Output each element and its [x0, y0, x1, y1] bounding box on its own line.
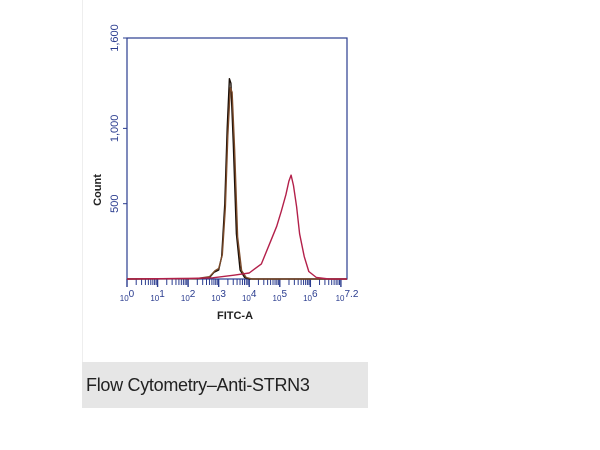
x-tick-label: 106 [303, 289, 318, 303]
x-tick-label: 104 [242, 289, 257, 303]
x-tick-label: 100 [120, 289, 135, 303]
x-tick-label: 107.2 [336, 289, 359, 303]
y-tick-label: 1,000 [109, 115, 121, 143]
histogram-series-3 [126, 174, 347, 280]
y-tick-label: 500 [109, 195, 121, 213]
y-tick-label: 1,600 [109, 24, 121, 52]
histogram-series-2 [126, 87, 347, 280]
x-tick-label: 101 [150, 289, 165, 303]
x-axis-title: FITC-A [217, 310, 253, 322]
figure-caption: Flow Cytometry–Anti-STRN3 [86, 375, 310, 395]
caption-bar: Flow Cytometry–Anti-STRN3 [82, 362, 368, 408]
x-tick-label: 103 [211, 289, 226, 303]
x-tick-label: 105 [273, 289, 288, 303]
histogram-series-1 [126, 78, 347, 280]
x-tick-label: 102 [181, 289, 196, 303]
y-axis-title: Count [92, 174, 104, 206]
